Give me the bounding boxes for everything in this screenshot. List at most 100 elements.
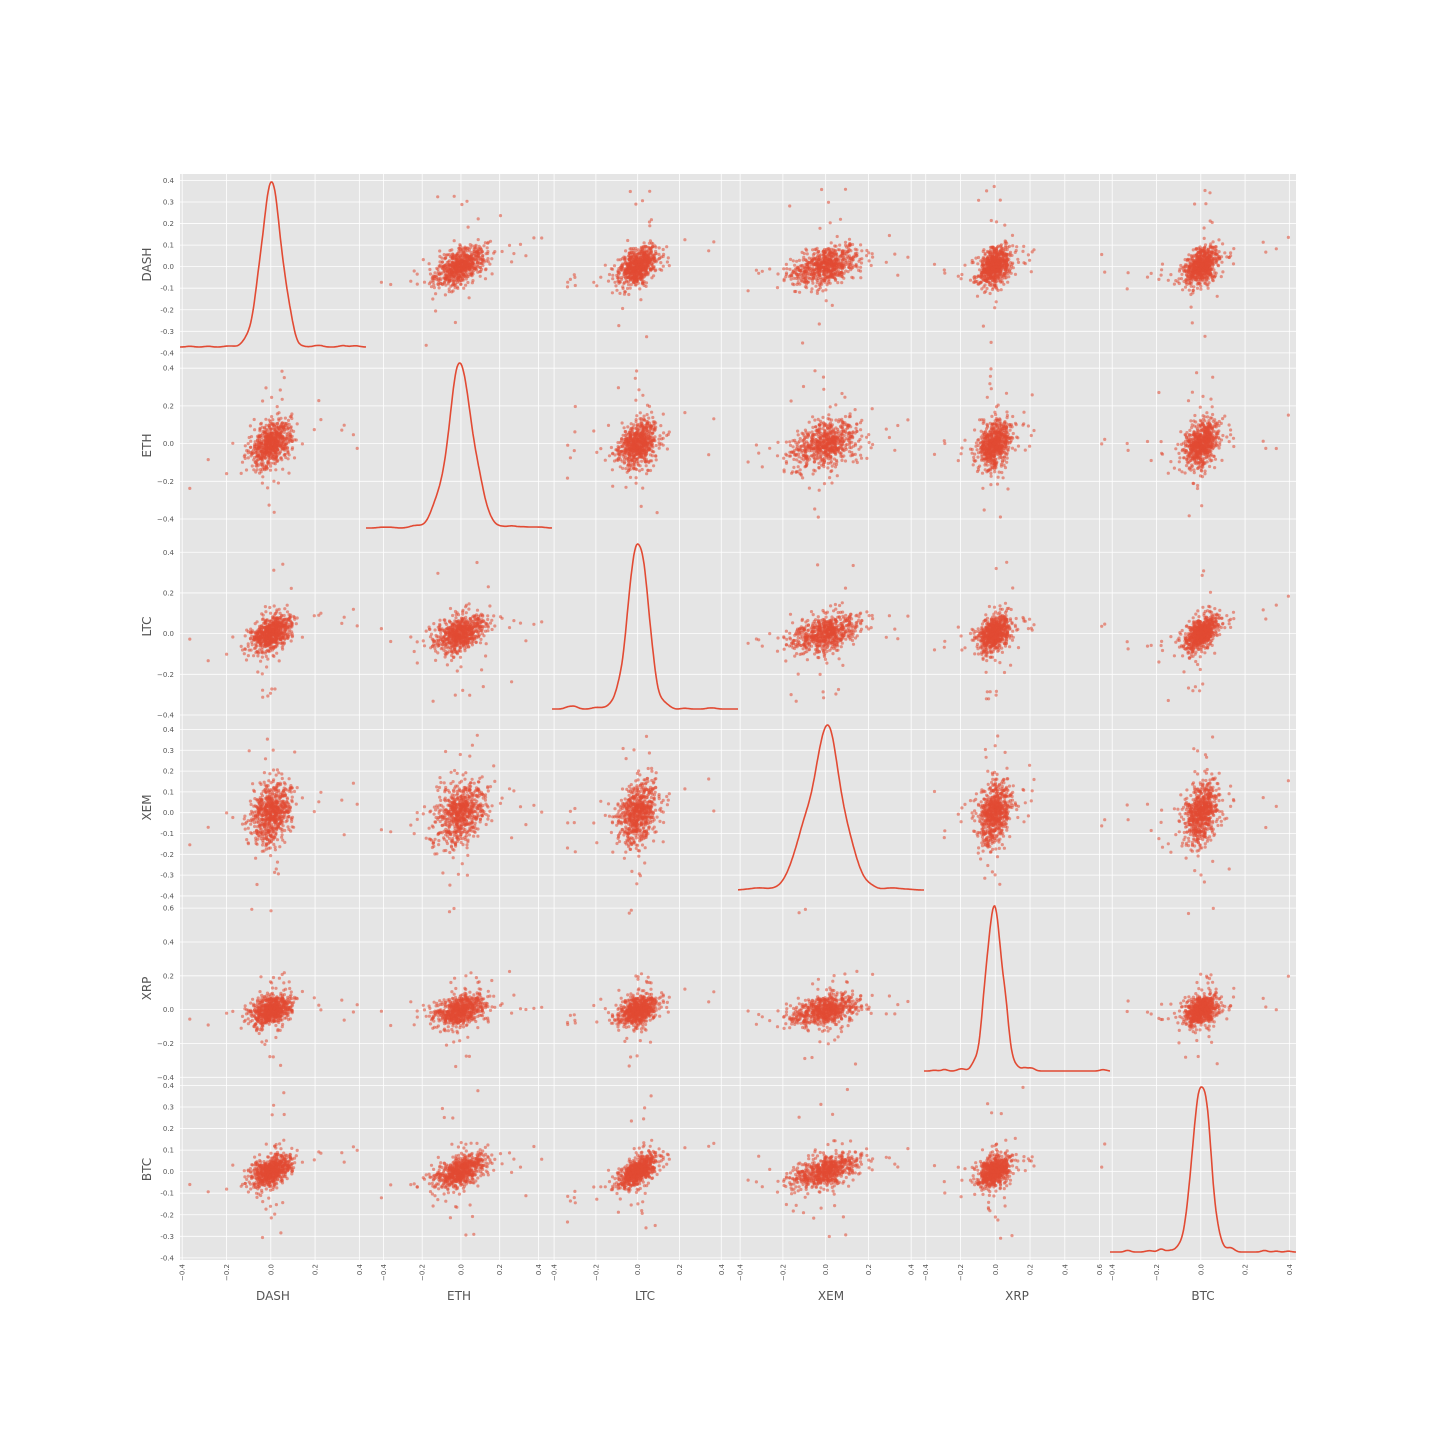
scatter-point [1014, 273, 1017, 276]
scatter-point [998, 265, 1001, 268]
scatter-point [988, 283, 991, 286]
scatter-point [982, 248, 985, 251]
scatter-point [999, 199, 1002, 202]
scatter-point [620, 437, 623, 440]
scatter-point [283, 443, 286, 446]
scatter-point [642, 264, 645, 267]
scatter-point [989, 264, 992, 267]
scatter-point [627, 283, 630, 286]
scatter-point [833, 273, 836, 276]
scatter-point [631, 280, 634, 283]
scatter-point [985, 287, 988, 290]
scatter-point [453, 195, 456, 198]
scatter-point [249, 440, 252, 443]
scatter-point [707, 249, 710, 252]
scatter-point [986, 261, 989, 264]
scatter-point [447, 282, 450, 285]
scatter-point [842, 277, 845, 280]
scatter-point [1186, 259, 1189, 262]
scatter-point [655, 444, 658, 447]
scatter-point [428, 262, 431, 265]
scatter-point [258, 427, 261, 430]
scatter-point [1211, 279, 1214, 282]
scatter-point [795, 260, 798, 263]
scatter-point [943, 268, 946, 271]
scatter-point [611, 274, 614, 277]
scatter-point [793, 264, 796, 267]
scatter-point [268, 419, 271, 422]
scatter-point [477, 238, 480, 241]
scatter-point [447, 260, 450, 263]
scatter-point [437, 281, 440, 284]
scatter-point [1192, 285, 1195, 288]
scatter-point [1177, 277, 1180, 280]
scatter-point [816, 292, 819, 295]
scatter-point [658, 246, 661, 249]
scatter-point [610, 446, 613, 449]
scatter-point [623, 259, 626, 262]
scatter-point [263, 427, 266, 430]
scatter-point [986, 257, 989, 260]
scatter-point [281, 468, 284, 471]
scatter-point [994, 265, 997, 268]
scatter-point [487, 260, 490, 263]
scatter-point [650, 432, 653, 435]
scatter-point [268, 451, 271, 454]
scatter-point [266, 428, 269, 431]
scatter-point [801, 341, 804, 344]
scatter-point [291, 446, 294, 449]
scatter-point [611, 452, 614, 455]
scatter-point [988, 271, 991, 274]
scatter-point [983, 257, 986, 260]
scatter-point [997, 255, 1000, 258]
scatter-point [265, 466, 268, 469]
scatter-point [1189, 258, 1192, 261]
scatter-point [821, 265, 824, 268]
scatter-point [623, 270, 626, 273]
scatter-point [840, 281, 843, 284]
scatter-point [595, 284, 598, 287]
scatter-point [1003, 224, 1006, 227]
scatter-point [270, 415, 273, 418]
scatter-point [319, 418, 322, 421]
scatter-point [629, 287, 632, 290]
scatter-point [805, 259, 808, 262]
scatter-point [269, 462, 272, 465]
scatter-point [1193, 254, 1196, 257]
panel-background [366, 355, 552, 536]
scatter-point [1161, 263, 1164, 266]
scatter-point [1207, 277, 1210, 280]
scatter-point [629, 274, 632, 277]
scatter-point [492, 252, 495, 255]
scatter-point [266, 486, 269, 489]
scatter-point [650, 411, 653, 414]
scatter-point [976, 262, 979, 265]
scatter-point [434, 309, 437, 312]
scatter-point [432, 283, 435, 286]
scatter-point [634, 203, 637, 206]
scatter-point [468, 248, 471, 251]
scatter-point [1126, 287, 1129, 290]
scatter-point [1173, 283, 1176, 286]
scatter-point [438, 264, 441, 267]
panel-dash-vs-xrp [924, 174, 1110, 355]
scatter-point [293, 456, 296, 459]
scatter-point [815, 278, 818, 281]
scatter-point [805, 271, 808, 274]
scatter-point [834, 258, 837, 261]
scatter-point [472, 262, 475, 265]
scatter-point [810, 290, 813, 293]
scatter-point [251, 464, 254, 467]
scatter-point [632, 426, 635, 429]
scatter-point [484, 277, 487, 280]
scatter-point [285, 437, 288, 440]
scatter-point [1150, 272, 1153, 275]
scatter-point [1220, 255, 1223, 258]
scatter-point [425, 344, 428, 347]
scatter-point [1228, 256, 1231, 259]
scatter-point [290, 437, 293, 440]
scatter-point [823, 270, 826, 273]
scatter-point [1215, 249, 1218, 252]
scatter-point [1221, 242, 1224, 245]
scatter-point [943, 272, 946, 275]
